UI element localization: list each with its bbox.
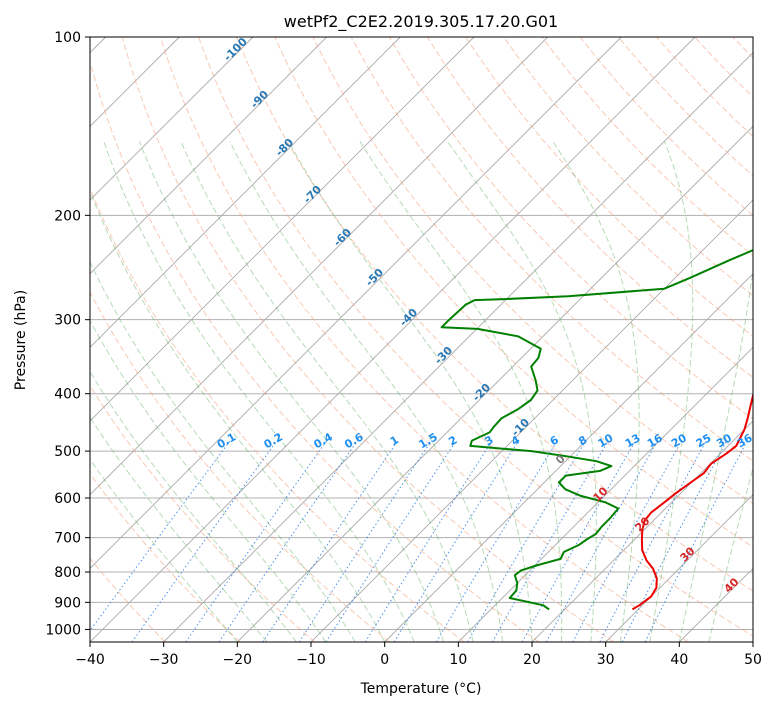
y-tick-label: 100 bbox=[54, 30, 81, 46]
y-tick-label: 500 bbox=[54, 444, 81, 460]
dry-adiabat bbox=[90, 557, 166, 642]
isotherm-line bbox=[310, 199, 753, 642]
isotherm-line bbox=[90, 37, 548, 496]
dewpoint-profile-line bbox=[440, 249, 753, 611]
mixing-ratio-line bbox=[90, 440, 231, 632]
moist-adiabat bbox=[649, 141, 694, 642]
mixing-ratio-line bbox=[435, 440, 558, 642]
x-tick-label: 40 bbox=[670, 652, 688, 668]
dry-adiabat bbox=[90, 472, 241, 642]
dry-adiabat bbox=[503, 37, 753, 297]
mixing-ratio-line bbox=[467, 440, 587, 642]
y-tick-label: 200 bbox=[54, 208, 81, 224]
x-tick-label: −30 bbox=[149, 652, 179, 668]
x-tick-label: 20 bbox=[523, 652, 541, 668]
moist-adiabat bbox=[678, 265, 753, 642]
isotherm-line bbox=[90, 37, 327, 275]
mixing-ratio-line bbox=[572, 440, 683, 642]
mixing-ratio-line bbox=[185, 440, 328, 642]
moist-adiabat bbox=[229, 141, 503, 642]
plot-area bbox=[90, 37, 753, 642]
mixing-ratio-line bbox=[298, 440, 432, 642]
pressure-gridlines bbox=[90, 37, 753, 630]
y-tick-label: 900 bbox=[54, 595, 81, 611]
moist-adiabat bbox=[90, 260, 356, 642]
dry-adiabat bbox=[350, 37, 753, 462]
mixing-ratio-line bbox=[131, 440, 278, 642]
mixing-ratio-line bbox=[545, 440, 659, 642]
y-tick-label: 1000 bbox=[45, 622, 81, 638]
dry-adiabat bbox=[90, 59, 540, 642]
plot-frame bbox=[89, 36, 754, 643]
mixing-ratio-line bbox=[393, 440, 520, 642]
dry-adiabat bbox=[198, 37, 753, 637]
dry-adiabat bbox=[90, 291, 390, 642]
isotherm-line bbox=[163, 52, 753, 642]
x-tick-label: −20 bbox=[223, 652, 253, 668]
mixing-ratio-line bbox=[644, 440, 748, 642]
x-axis-title: Temperature (°C) bbox=[360, 681, 482, 697]
x-tick-label: −10 bbox=[296, 652, 326, 668]
dry-adiabat bbox=[312, 37, 753, 505]
isotherm-line bbox=[531, 420, 753, 642]
dry-adiabats bbox=[90, 37, 753, 642]
dry-adiabat bbox=[388, 37, 753, 420]
moist-adiabats bbox=[90, 141, 753, 642]
isotherm-line bbox=[237, 125, 753, 642]
dry-adiabat bbox=[90, 186, 465, 642]
dry-adiabat bbox=[121, 37, 614, 642]
y-tick-label: 800 bbox=[54, 565, 81, 581]
moist-adiabat bbox=[90, 189, 386, 642]
isotherm-line bbox=[458, 346, 753, 642]
moist-adiabat bbox=[90, 319, 327, 642]
profile-lines bbox=[440, 249, 753, 611]
isotherm-line bbox=[90, 37, 622, 569]
isotherm-line bbox=[384, 273, 753, 642]
x-tick-label: 50 bbox=[744, 652, 762, 668]
dry-adiabat bbox=[90, 384, 316, 642]
dry-adiabat bbox=[236, 37, 753, 592]
mixing-ratio-line bbox=[521, 440, 637, 642]
temperature-profile-line bbox=[631, 391, 753, 611]
isotherm-line bbox=[90, 37, 401, 348]
mixing-ratio-line bbox=[325, 440, 457, 642]
y-tick-label: 600 bbox=[54, 491, 81, 507]
moist-adiabat bbox=[180, 141, 474, 642]
isotherm-line bbox=[90, 37, 475, 422]
moist-adiabat bbox=[103, 141, 415, 642]
moist-adiabat bbox=[138, 141, 445, 642]
dry-adiabat bbox=[159, 37, 689, 642]
y-tick-label: 400 bbox=[54, 387, 81, 403]
x-tick-label: 10 bbox=[449, 652, 467, 668]
x-tick-label: 30 bbox=[597, 652, 615, 668]
y-tick-label: 700 bbox=[54, 531, 81, 547]
moist-adiabat bbox=[359, 141, 563, 642]
axis-ticks: −40 −30 −20 −10 0 10 20 30 40 50 100 200 300 400 500 60… bbox=[45, 30, 762, 668]
mixing-ratio-line bbox=[491, 440, 609, 642]
isotherm-line bbox=[90, 37, 254, 201]
isotherm-line bbox=[605, 494, 753, 642]
mixing-ratio-line bbox=[364, 440, 493, 642]
x-tick-label: 0 bbox=[380, 652, 389, 668]
moist-adiabat bbox=[708, 466, 753, 642]
mixing-ratio-line bbox=[262, 440, 399, 642]
isotherm-line bbox=[90, 37, 696, 642]
moist-adiabat bbox=[90, 370, 297, 642]
dry-adiabat bbox=[465, 37, 753, 338]
y-tick-label: 300 bbox=[54, 313, 81, 329]
chart-title: wetPf2_C2E2.2019.305.17.20.G01 bbox=[284, 12, 558, 32]
x-tick-label: −40 bbox=[75, 652, 105, 668]
moist-adiabat bbox=[552, 141, 640, 642]
y-axis-title: Pressure (hPa) bbox=[13, 290, 29, 390]
skewed-isotherms bbox=[90, 37, 753, 642]
dry-adiabat bbox=[274, 37, 753, 548]
mixing-ratio-lines bbox=[90, 440, 748, 642]
